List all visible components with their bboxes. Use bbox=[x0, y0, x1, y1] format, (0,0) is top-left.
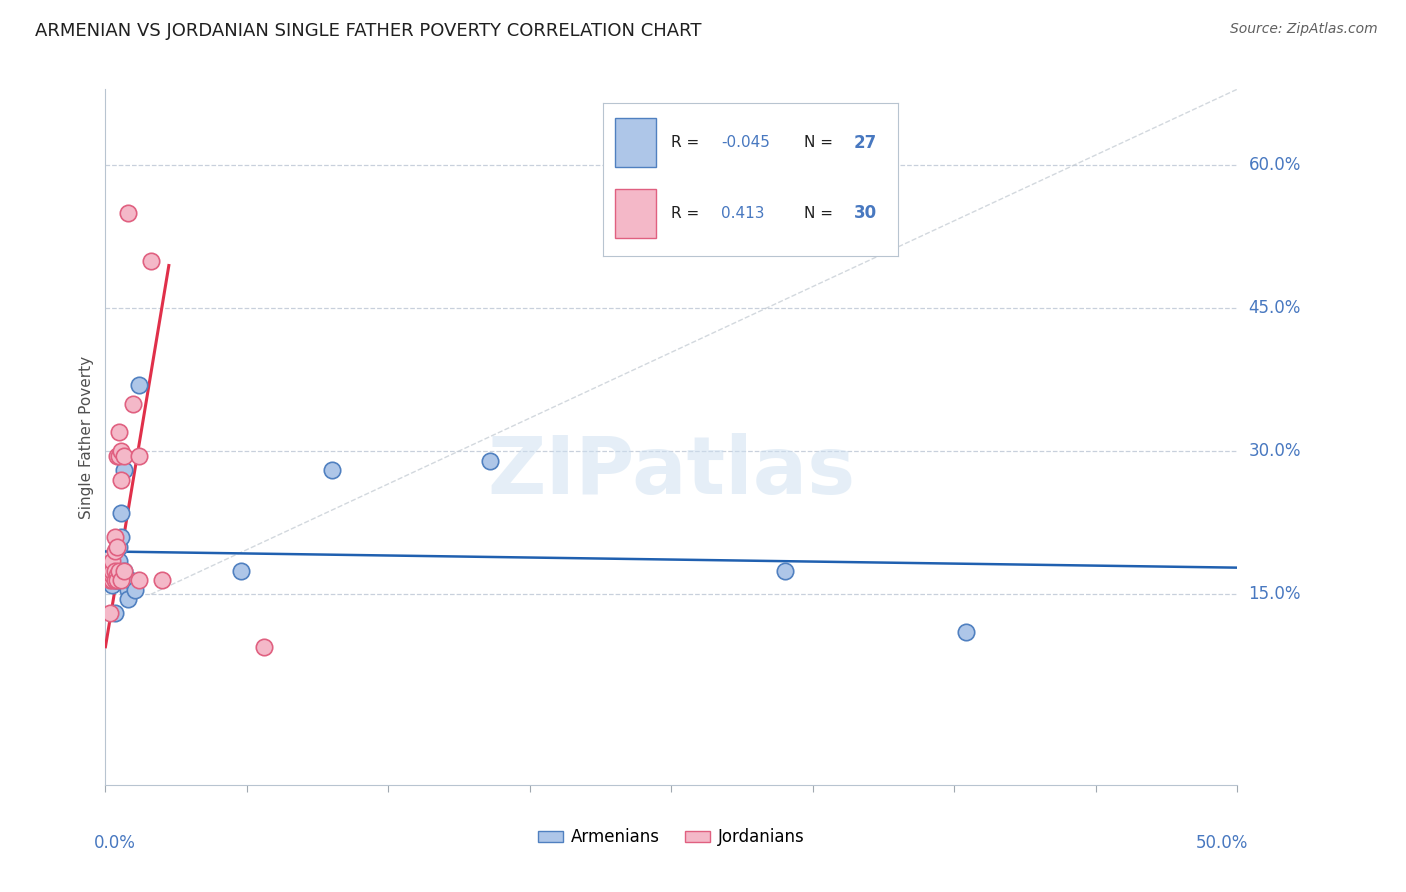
Point bbox=[101, 568, 124, 582]
Text: 45.0%: 45.0% bbox=[1249, 300, 1301, 318]
Point bbox=[110, 530, 132, 544]
Text: ARMENIAN VS JORDANIAN SINGLE FATHER POVERTY CORRELATION CHART: ARMENIAN VS JORDANIAN SINGLE FATHER POVE… bbox=[35, 22, 702, 40]
Point bbox=[321, 463, 343, 477]
Point bbox=[103, 573, 125, 587]
Point bbox=[103, 564, 125, 578]
Point bbox=[108, 540, 131, 554]
Legend: Armenians, Jordanians: Armenians, Jordanians bbox=[531, 822, 811, 853]
Point bbox=[112, 463, 135, 477]
Point bbox=[98, 564, 121, 578]
Point bbox=[105, 449, 128, 463]
Point bbox=[110, 573, 132, 587]
Point bbox=[121, 397, 143, 411]
Point bbox=[105, 573, 128, 587]
Point bbox=[120, 573, 142, 587]
Point bbox=[955, 625, 977, 640]
Point bbox=[101, 578, 124, 592]
Point bbox=[112, 564, 135, 578]
Point bbox=[103, 544, 125, 558]
Point bbox=[105, 564, 128, 578]
Point bbox=[253, 640, 276, 654]
Point bbox=[139, 253, 162, 268]
Point bbox=[110, 473, 132, 487]
Point bbox=[114, 573, 136, 587]
Point bbox=[101, 564, 124, 578]
Point bbox=[773, 564, 796, 578]
Point bbox=[124, 582, 146, 597]
Point bbox=[117, 582, 139, 597]
Point bbox=[108, 449, 131, 463]
Text: 0.0%: 0.0% bbox=[94, 834, 136, 852]
Text: 50.0%: 50.0% bbox=[1197, 834, 1249, 852]
Point bbox=[98, 564, 121, 578]
Text: Source: ZipAtlas.com: Source: ZipAtlas.com bbox=[1230, 22, 1378, 37]
Point bbox=[103, 564, 125, 578]
Point bbox=[112, 564, 135, 578]
Point bbox=[110, 444, 132, 458]
Point bbox=[103, 573, 125, 587]
Point bbox=[103, 530, 125, 544]
Point bbox=[101, 568, 124, 582]
Point bbox=[98, 573, 121, 587]
Text: 15.0%: 15.0% bbox=[1249, 585, 1301, 603]
Point bbox=[108, 564, 131, 578]
Point bbox=[105, 568, 128, 582]
Point bbox=[108, 554, 131, 568]
Point bbox=[101, 573, 124, 587]
Point bbox=[105, 568, 128, 582]
Point bbox=[103, 607, 125, 621]
Point bbox=[112, 449, 135, 463]
Point bbox=[108, 573, 131, 587]
Point bbox=[128, 377, 150, 392]
Point bbox=[105, 540, 128, 554]
Text: 60.0%: 60.0% bbox=[1249, 156, 1301, 175]
Point bbox=[110, 506, 132, 520]
Point bbox=[105, 573, 128, 587]
Point bbox=[98, 607, 121, 621]
Point bbox=[108, 425, 131, 440]
Y-axis label: Single Father Poverty: Single Father Poverty bbox=[79, 356, 94, 518]
Point bbox=[117, 592, 139, 607]
Point bbox=[117, 206, 139, 220]
Text: 30.0%: 30.0% bbox=[1249, 442, 1301, 460]
Point bbox=[479, 454, 502, 468]
Point bbox=[150, 573, 173, 587]
Point bbox=[128, 573, 150, 587]
Text: ZIPatlas: ZIPatlas bbox=[488, 433, 855, 511]
Point bbox=[231, 564, 253, 578]
Point bbox=[128, 449, 150, 463]
Point bbox=[101, 554, 124, 568]
